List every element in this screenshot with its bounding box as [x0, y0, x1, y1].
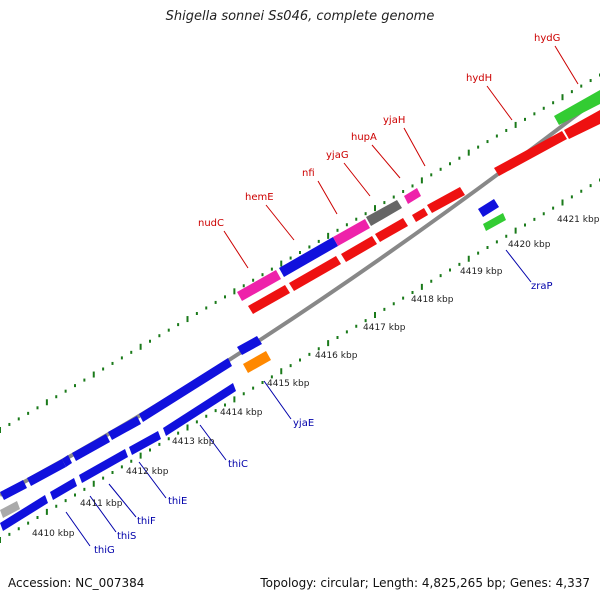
- gene-label: yjaH: [383, 115, 405, 126]
- gene-label: nudC: [198, 218, 224, 229]
- gene-label: hemE: [245, 192, 274, 203]
- genome-backbone: [0, 95, 600, 497]
- label-leaders: [65, 45, 579, 547]
- feature-block-c: [62, 455, 72, 467]
- kbp-label: 4413 kbp: [172, 437, 215, 447]
- kbp-label: 4418 kbp: [411, 295, 454, 305]
- accession-text: Accession: NC_007384: [8, 576, 145, 590]
- feature-striped: [483, 213, 506, 231]
- gene-label: zraP: [531, 281, 553, 292]
- gene-label: thiC: [228, 459, 248, 470]
- gene-label: thiG: [94, 545, 115, 556]
- feature-nudC: [237, 270, 281, 301]
- map-title: Shigella sonnei Ss046, complete genome: [165, 9, 435, 24]
- kbp-label: 4419 kbp: [460, 267, 503, 277]
- feature-thiG: [0, 495, 48, 531]
- kbp-label: 4414 kbp: [220, 408, 263, 418]
- gene-label: yjaG: [326, 150, 349, 161]
- gene-label: yjaE: [293, 418, 314, 429]
- gene-label: thiS: [117, 531, 136, 542]
- kbp-scale: 4410 kbp 4411 kbp 4412 kbp 4413 kbp 4414…: [32, 215, 600, 539]
- kbp-label: 4416 kbp: [315, 351, 358, 361]
- gene-label: thiF: [137, 516, 156, 527]
- gene-label: hydG: [534, 33, 560, 44]
- feature-hupA: [404, 188, 421, 204]
- feature-yjaE: [243, 351, 271, 373]
- feature-thiC: [163, 383, 236, 436]
- feature-red-5: [412, 208, 428, 222]
- feature-yjaG: [366, 200, 402, 226]
- feature-block-f: [139, 358, 232, 422]
- feature-gray-small: [0, 501, 20, 518]
- feature-yjaH: [427, 187, 465, 213]
- feature-hemE: [279, 237, 338, 277]
- genome-summary: Topology: circular; Length: 4,825,265 bp…: [260, 576, 590, 590]
- feature-red-4: [375, 218, 408, 242]
- feature-block-b: [27, 459, 66, 486]
- feature-red-3: [341, 236, 377, 262]
- feature-thiS: [50, 478, 77, 500]
- feature-hydG: [554, 90, 600, 125]
- forward-strand-features: [237, 90, 600, 314]
- gene-label: nfi: [302, 168, 315, 179]
- feature-red-1: [248, 285, 290, 314]
- kbp-label: 4420 kbp: [508, 240, 551, 250]
- kbp-label: 4417 kbp: [363, 323, 406, 333]
- feature-thiE: [129, 431, 161, 455]
- feature-block-d: [72, 434, 110, 461]
- feature-zraP: [478, 199, 499, 217]
- bottom-gene-labels: thiG thiS thiF thiE thiC yjaE zraP: [94, 281, 553, 556]
- kbp-label: 4411 kbp: [80, 499, 123, 509]
- gene-label: thiE: [168, 496, 187, 507]
- feature-hydH: [494, 131, 567, 176]
- feature-red-6: [564, 110, 600, 139]
- feature-blue-small: [237, 336, 262, 355]
- gene-label: hupA: [351, 132, 377, 143]
- kbp-label: 4412 kbp: [126, 467, 169, 477]
- feature-nfi: [333, 219, 370, 246]
- feature-thiF: [79, 449, 128, 483]
- kbp-label: 4421 kbp: [557, 215, 600, 225]
- reverse-strand-features: [0, 199, 506, 531]
- feature-block-e: [108, 416, 141, 440]
- top-gene-labels: nudC hemE nfi yjaG hupA yjaH hydH hydG: [198, 33, 560, 229]
- kbp-label: 4415 kbp: [267, 379, 310, 389]
- feature-red-2: [289, 256, 341, 291]
- gene-label: hydH: [466, 73, 492, 84]
- dotted-guides: [0, 73, 600, 543]
- feature-block-a: [0, 480, 27, 500]
- kbp-label: 4410 kbp: [32, 529, 75, 539]
